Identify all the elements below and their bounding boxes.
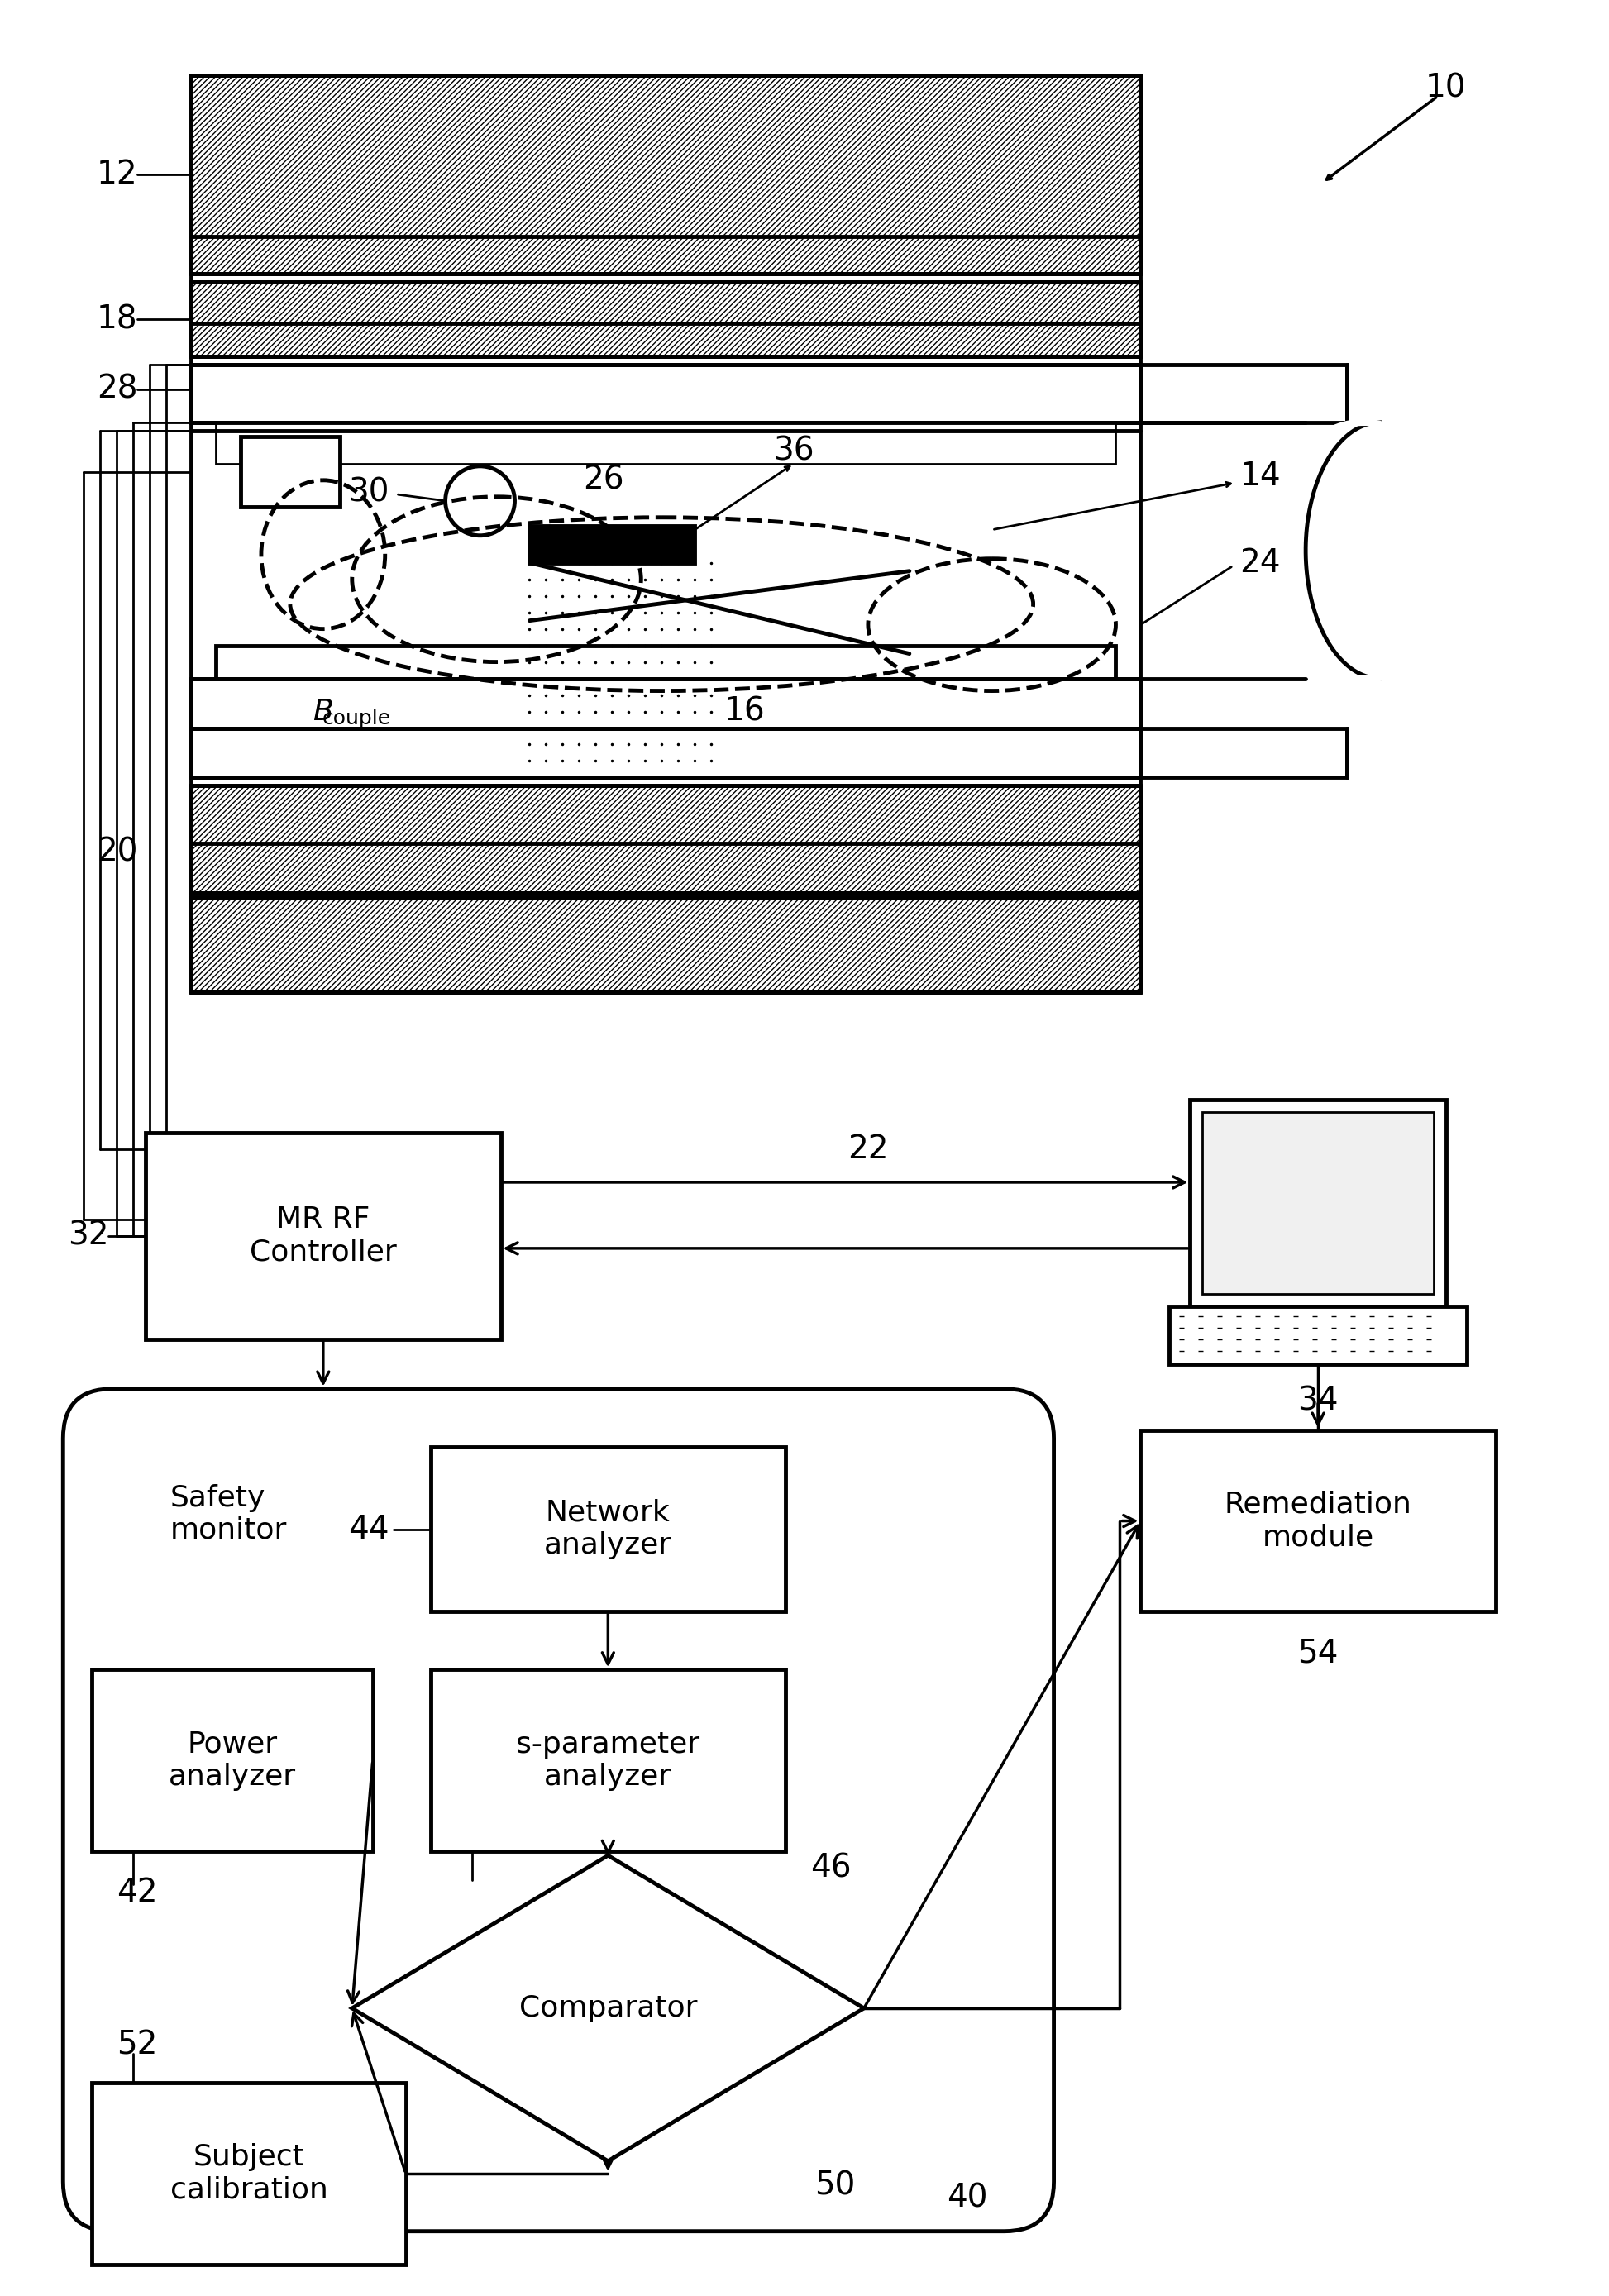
Text: 20: 20 (97, 836, 137, 868)
Text: 52: 52 (117, 2030, 158, 2062)
Text: 54: 54 (1297, 1637, 1339, 1669)
Bar (1141, 728, 1347, 778)
Text: 44: 44 (348, 1513, 389, 1545)
Text: s-parameter
analyzer: s-parameter analyzer (516, 1731, 700, 1791)
Bar (191, 677, 1141, 728)
Text: 24: 24 (1239, 546, 1281, 579)
Text: 10: 10 (1426, 71, 1466, 103)
Text: 14: 14 (1239, 461, 1281, 491)
Text: 50: 50 (814, 2170, 856, 2202)
Bar (191, 728, 1141, 778)
Bar (191, 898, 1141, 992)
Text: Power
analyzer: Power analyzer (169, 1731, 296, 1791)
Bar (216, 645, 1115, 677)
Text: 28: 28 (97, 374, 137, 404)
Bar (529, 526, 695, 563)
Bar (1141, 365, 1347, 422)
Bar (92, 1669, 373, 1851)
Text: 18: 18 (97, 303, 137, 335)
Text: MR RF
Controller: MR RF Controller (249, 1205, 397, 1267)
Bar (1202, 1111, 1434, 1293)
Text: 22: 22 (848, 1134, 888, 1164)
Text: 26: 26 (584, 464, 624, 496)
Bar (241, 436, 339, 507)
Text: 36: 36 (774, 436, 814, 466)
Bar (191, 282, 1141, 356)
FancyBboxPatch shape (63, 1389, 1054, 2232)
Text: Comparator: Comparator (520, 1995, 697, 2023)
Text: 16: 16 (724, 696, 764, 728)
Text: Safety
monitor: Safety monitor (171, 1483, 288, 1545)
Bar (92, 2082, 405, 2264)
Text: 30: 30 (348, 478, 389, 507)
Bar (191, 76, 1141, 273)
Bar (191, 785, 1141, 893)
Text: couple: couple (322, 707, 391, 728)
Polygon shape (352, 1855, 864, 2161)
Text: 12: 12 (97, 158, 137, 191)
Text: 42: 42 (117, 1876, 158, 1908)
Text: Remediation
module: Remediation module (1224, 1490, 1411, 1552)
Bar (1141, 1430, 1495, 1612)
Text: 34: 34 (1297, 1384, 1339, 1417)
Bar (1191, 1100, 1446, 1306)
Text: Network
analyzer: Network analyzer (544, 1499, 671, 1559)
Text: 46: 46 (811, 1853, 851, 1883)
Text: B: B (312, 698, 333, 726)
Bar (146, 1132, 500, 1339)
Bar (1170, 1306, 1467, 1364)
Text: 32: 32 (68, 1219, 108, 1251)
Text: 40: 40 (946, 2183, 988, 2213)
Bar (191, 365, 1141, 422)
Text: Subject
calibration: Subject calibration (171, 2142, 328, 2204)
Bar (431, 1446, 785, 1612)
Bar (431, 1669, 785, 1851)
Bar (216, 422, 1115, 464)
